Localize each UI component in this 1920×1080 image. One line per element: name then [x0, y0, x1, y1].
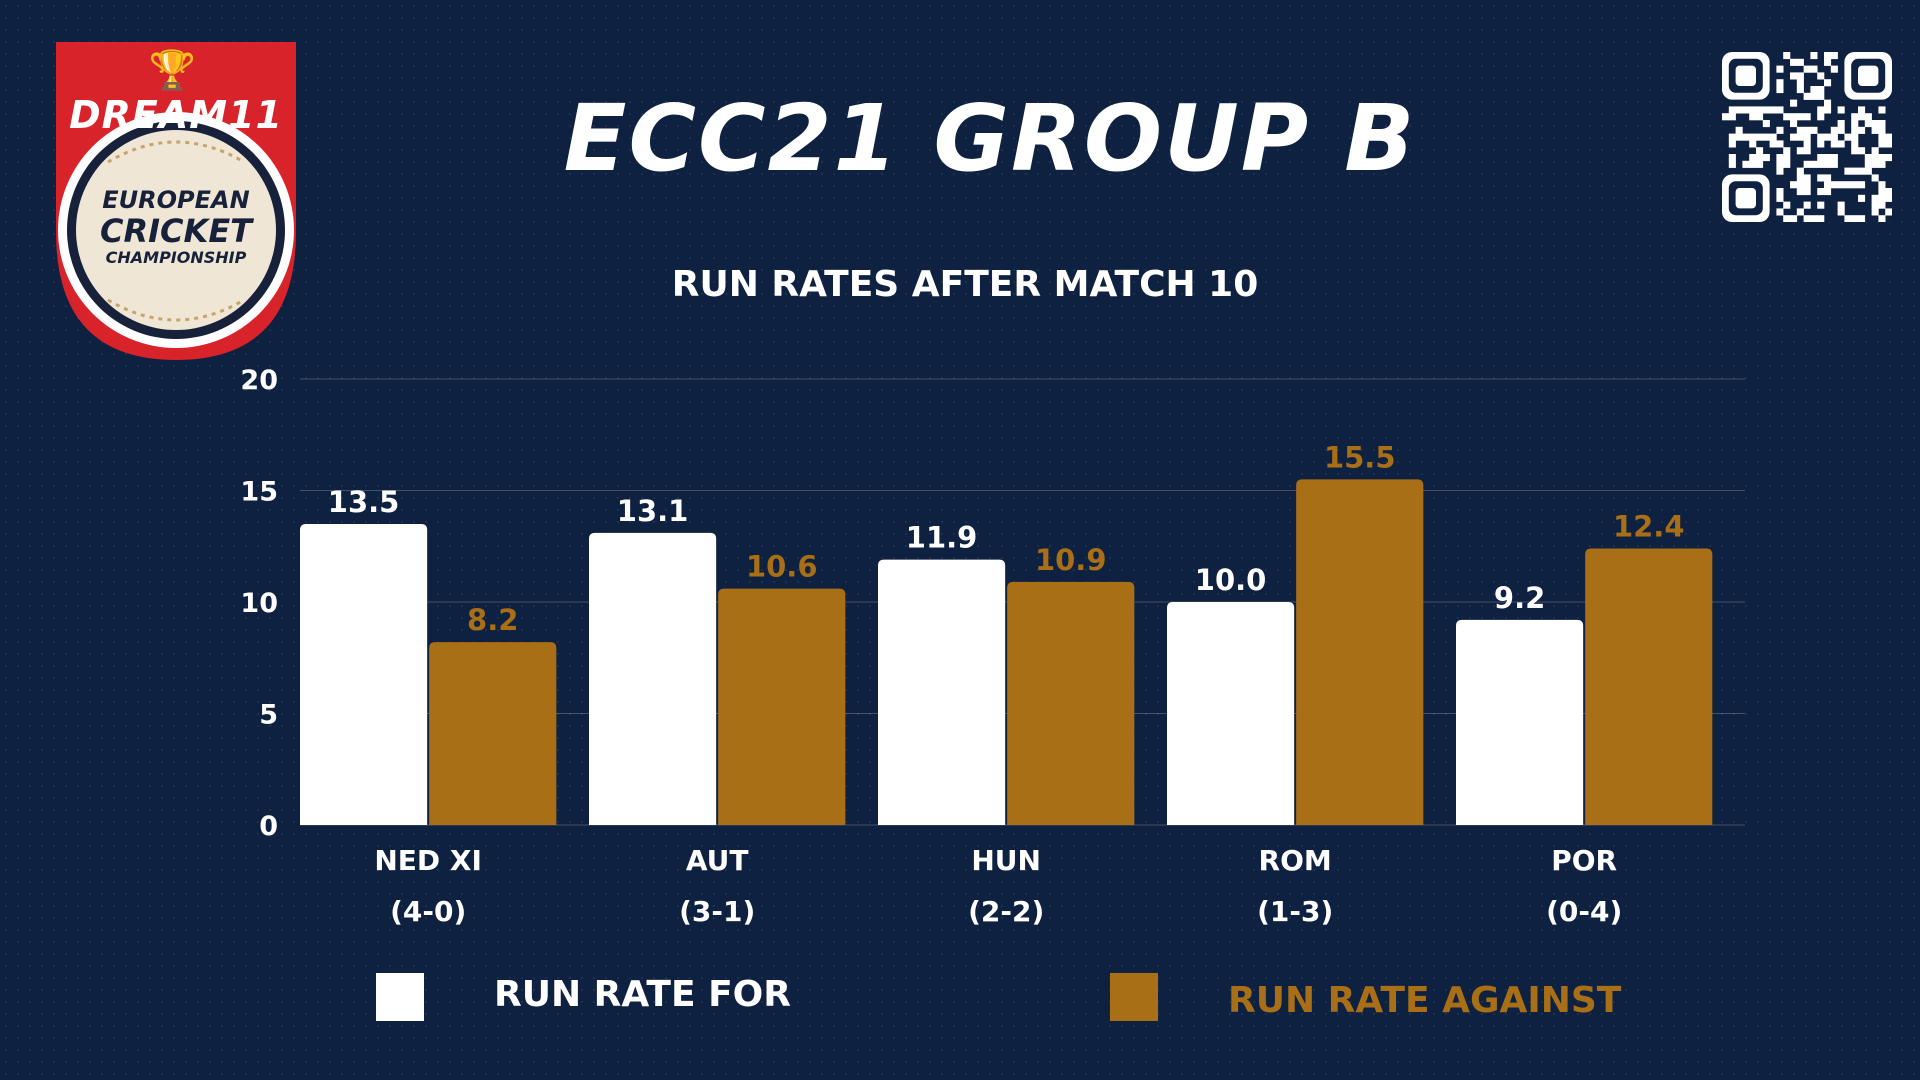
- data-label-run-rate-against: 15.5: [1324, 440, 1396, 474]
- data-label-run-rate-against: 12.4: [1613, 509, 1685, 543]
- legend-label-run-rate-for: RUN RATE FOR: [494, 974, 791, 1015]
- dream11-brand-text: DREAM11: [69, 93, 283, 137]
- y-tick-label: 15: [240, 477, 278, 508]
- x-record-label: (2-2): [968, 895, 1044, 928]
- x-category-label: NED XI: [374, 844, 482, 877]
- y-tick-label: 20: [240, 365, 278, 396]
- data-labels: 13.5 8.2 13.1 10.6 11.9 10.9 10.0 15.5 9.2 12.4: [328, 440, 1685, 637]
- bar-run-rate-against: [718, 588, 846, 825]
- logo-text-championship: CHAMPIONSHIP: [105, 248, 247, 267]
- bar-run-rate-against: [429, 642, 557, 825]
- bar-run-rate-for: [1167, 602, 1295, 825]
- qr-code-icon: [1722, 52, 1893, 223]
- x-axis: NED XI (4-0) AUT (3-1) HUN (2-2) ROM (1-3) POR (0…: [374, 844, 1622, 928]
- data-label-run-rate-against: 10.9: [1035, 543, 1107, 577]
- bar-run-rate-for: [878, 559, 1006, 825]
- dream11-ecc-logo-icon: [56, 42, 296, 360]
- data-label-run-rate-for: 9.2: [1494, 581, 1545, 615]
- legend-swatch-run-rate-for: [376, 973, 424, 1021]
- bar-run-rate-for: [300, 523, 428, 825]
- bar-run-rate-for: [1456, 619, 1584, 825]
- bars: [300, 479, 1713, 825]
- x-record-label: (1-3): [1257, 895, 1333, 928]
- data-label-run-rate-against: 10.6: [746, 550, 818, 584]
- x-category-label: HUN: [971, 844, 1041, 877]
- x-record-label: (3-1): [679, 895, 755, 928]
- x-category-label: AUT: [686, 844, 749, 877]
- bar-run-rate-against: [1007, 581, 1135, 825]
- trophy-icon: 🏆: [148, 48, 198, 92]
- data-label-run-rate-for: 11.9: [906, 521, 978, 555]
- data-label-run-rate-for: 10.0: [1195, 563, 1267, 597]
- data-label-run-rate-for: 13.1: [617, 494, 689, 528]
- bar-run-rate-against: [1296, 479, 1424, 825]
- chart-subtitle: RUN RATES AFTER MATCH 10: [671, 264, 1259, 305]
- tournament-logo: 🏆DREAM11 EUROPEAN CRICKET CHAMPIONSHIP: [48, 42, 304, 360]
- qr-code-graphic: [1722, 52, 1893, 223]
- bar-run-rate-for: [589, 532, 717, 825]
- data-label-run-rate-for: 13.5: [328, 485, 400, 519]
- dream11-brand: 🏆DREAM11: [48, 48, 304, 137]
- y-tick-label: 0: [259, 811, 278, 842]
- y-axis: 0 5 10 15 20: [240, 365, 278, 842]
- legend-swatch-run-rate-against: [1110, 973, 1158, 1021]
- data-label-run-rate-against: 8.2: [467, 603, 518, 637]
- bar-run-rate-against: [1585, 548, 1713, 825]
- x-category-label: POR: [1551, 844, 1617, 877]
- logo-text-cricket: CRICKET: [100, 212, 252, 250]
- x-record-label: (4-0): [390, 895, 466, 928]
- y-tick-label: 5: [259, 700, 278, 731]
- legend-label-run-rate-against: RUN RATE AGAINST: [1228, 980, 1622, 1021]
- logo-text-european: EUROPEAN: [102, 186, 250, 214]
- y-tick-label: 10: [240, 588, 278, 619]
- x-category-label: ROM: [1259, 844, 1332, 877]
- x-record-label: (0-4): [1546, 895, 1622, 928]
- chart-title: ECC21 GROUP B: [563, 85, 1417, 192]
